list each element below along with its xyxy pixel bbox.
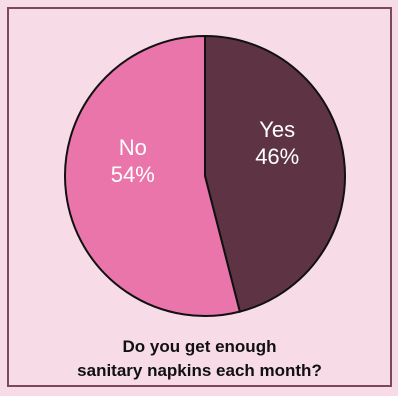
slice-label-yes: Yes — [259, 117, 295, 142]
slice-value-no: 54% — [111, 162, 155, 187]
slice-value-yes: 46% — [255, 144, 299, 169]
pie-slice-no — [64, 34, 242, 317]
chart-title-line-2: sanitary napkins each month? — [77, 361, 322, 380]
pie-slice-yes — [204, 34, 346, 313]
chart-title-line-1: Do you get enough — [122, 337, 277, 356]
slice-label-no: No — [119, 135, 147, 160]
